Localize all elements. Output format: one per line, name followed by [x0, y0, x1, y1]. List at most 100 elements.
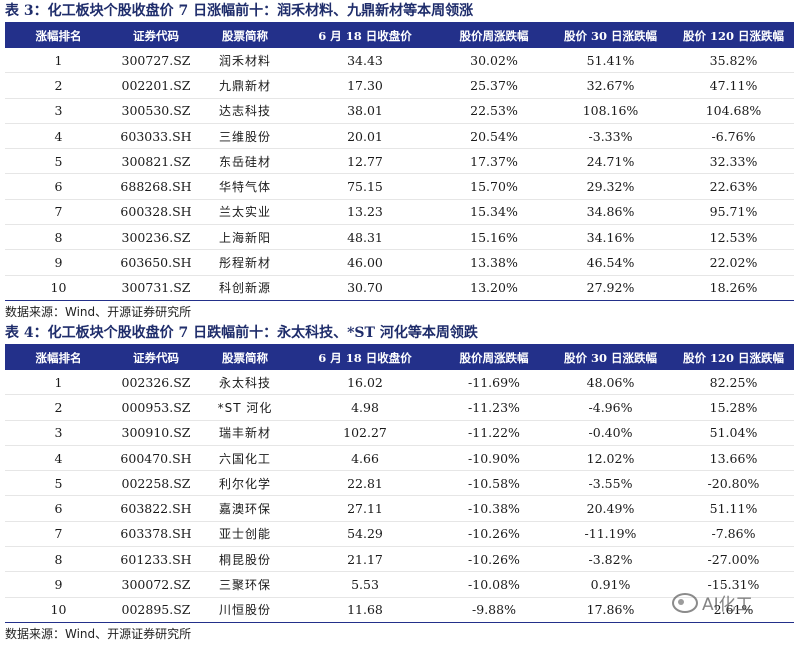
table-cell: 三聚环保: [200, 571, 290, 598]
table-cell: 600328.SH: [112, 199, 200, 226]
table-cell: 22.63%: [673, 173, 794, 200]
column-header: 股票简称: [222, 351, 268, 365]
table-cell: 桐昆股份: [200, 546, 290, 573]
table-cell: 002201.SZ: [112, 72, 200, 99]
table-cell: 48.06%: [548, 370, 673, 396]
column-header: 股价 120 日涨跌幅: [682, 351, 784, 365]
column-header: 证券代码: [133, 351, 179, 365]
table-cell: -3.55%: [548, 470, 673, 497]
column-header: 股价 120 日涨跌幅: [682, 29, 784, 43]
table-cell: 51.04%: [673, 420, 794, 446]
table-cell: -4.96%: [548, 394, 673, 421]
table-cell: 603378.SH: [112, 521, 200, 548]
table-cell: -11.19%: [548, 521, 673, 548]
table-cell: 17.86%: [548, 597, 673, 623]
wechat-icon: [672, 592, 698, 613]
table-cell: 18.26%: [673, 275, 794, 301]
table4-title: 表 4：化工板块个股收盘价 7 日跌幅前十：永太科技、*ST 河化等本周领跌: [5, 322, 794, 346]
table-cell: 12.77: [290, 148, 440, 175]
table-cell: 三维股份: [200, 123, 290, 150]
table-row: 10 300731.SZ 科创新源 30.70 13.20% 27.92% 18.26%: [5, 275, 794, 301]
table-cell: 永太科技: [200, 370, 290, 396]
table-cell: 12.53%: [673, 224, 794, 251]
table3-body: 1 300727.SZ 润禾材料 34.43 30.02% 51.41% 35.82% 2 00…: [5, 48, 794, 301]
table-cell: -11.22%: [440, 420, 548, 446]
table-cell: 润禾材料: [200, 48, 290, 74]
table-row: 7 603378.SH 亚士创能 54.29 -10.26% -11.19% -7.86%: [5, 521, 794, 548]
table-cell: 30.70: [290, 275, 440, 301]
table-cell: 华特气体: [200, 173, 290, 200]
table-cell: 7: [5, 521, 112, 548]
table-cell: 102.27: [290, 420, 440, 446]
table-cell: 603033.SH: [112, 123, 200, 150]
table-cell: 30.02%: [440, 48, 548, 74]
table-cell: 54.29: [290, 521, 440, 548]
column-header: 股价周涨跌幅: [459, 351, 529, 365]
table-cell: 10: [5, 275, 112, 301]
table-cell: 95.71%: [673, 199, 794, 226]
table-cell: 13.20%: [440, 275, 548, 301]
table-cell: 5: [5, 470, 112, 497]
table-row: 2 000953.SZ *ST 河化 4.98 -11.23% -4.96% 15.28%: [5, 394, 794, 421]
table-row: 7 600328.SH 兰太实业 13.23 15.34% 34.86% 95.71%: [5, 199, 794, 226]
table-cell: 82.25%: [673, 370, 794, 396]
table-cell: 32.33%: [673, 148, 794, 175]
table-cell: 川恒股份: [200, 597, 290, 623]
table-cell: 300727.SZ: [112, 48, 200, 74]
table-cell: 22.02%: [673, 249, 794, 276]
table-cell: -20.80%: [673, 470, 794, 497]
table-cell: 8: [5, 224, 112, 251]
table-cell: 0.91%: [548, 571, 673, 598]
table-row: 3 300530.SZ 达志科技 38.01 22.53% 108.16% 104.68%: [5, 98, 794, 124]
table-cell: 38.01: [290, 98, 440, 124]
table-cell: 16.02: [290, 370, 440, 396]
column-header: 股价 30 日涨跌幅: [563, 351, 657, 365]
column-header: 6 月 18 日收盘价: [318, 29, 412, 43]
table-cell: 5: [5, 148, 112, 175]
table-cell: 300236.SZ: [112, 224, 200, 251]
table-cell: 4.98: [290, 394, 440, 421]
table-cell: -0.40%: [548, 420, 673, 446]
table-cell: 22.53%: [440, 98, 548, 124]
table-cell: -10.38%: [440, 495, 548, 522]
table-cell: 603822.SH: [112, 495, 200, 522]
table3-title: 表 3：化工板块个股收盘价 7 日涨幅前十：润禾材料、九鼎新材等本周领涨: [5, 0, 794, 24]
table-cell: 22.81: [290, 470, 440, 497]
table-cell: 17.37%: [440, 148, 548, 175]
table-cell: 24.71%: [548, 148, 673, 175]
table-cell: 300530.SZ: [112, 98, 200, 124]
table-cell: 东岳硅材: [200, 148, 290, 175]
table-cell: 5.53: [290, 571, 440, 598]
table-cell: 000953.SZ: [112, 394, 200, 421]
table4-body: 1 002326.SZ 永太科技 16.02 -11.69% 48.06% 82.25% 2 0…: [5, 370, 794, 623]
table-row: 1 002326.SZ 永太科技 16.02 -11.69% 48.06% 82.25%: [5, 370, 794, 396]
table-cell: 13.66%: [673, 445, 794, 472]
table-row: 9 603650.SH 彤程新材 46.00 13.38% 46.54% 22.02%: [5, 249, 794, 276]
table-cell: 46.54%: [548, 249, 673, 276]
table-cell: 32.67%: [548, 72, 673, 99]
table-cell: -10.90%: [440, 445, 548, 472]
table-cell: 15.28%: [673, 394, 794, 421]
table-cell: 13.23: [290, 199, 440, 226]
table-cell: 6: [5, 495, 112, 522]
table3-source: 数据来源：Wind、开源证券研究所: [5, 304, 192, 319]
table-cell: 108.16%: [548, 98, 673, 124]
table-cell: 上海新阳: [200, 224, 290, 251]
table-cell: 9: [5, 249, 112, 276]
table-cell: *ST 河化: [200, 394, 290, 421]
table-cell: 300072.SZ: [112, 571, 200, 598]
table-cell: 51.41%: [548, 48, 673, 74]
table-cell: 47.11%: [673, 72, 794, 99]
table-cell: 13.38%: [440, 249, 548, 276]
table-cell: 20.01: [290, 123, 440, 150]
table-cell: 3: [5, 420, 112, 446]
table-cell: 15.70%: [440, 173, 548, 200]
table-cell: 600470.SH: [112, 445, 200, 472]
table-cell: 4.66: [290, 445, 440, 472]
table-cell: 300821.SZ: [112, 148, 200, 175]
table-cell: 25.37%: [440, 72, 548, 99]
table-cell: -6.76%: [673, 123, 794, 150]
column-header: 股价周涨跌幅: [459, 29, 529, 43]
table-cell: 2: [5, 394, 112, 421]
table-cell: 4: [5, 445, 112, 472]
